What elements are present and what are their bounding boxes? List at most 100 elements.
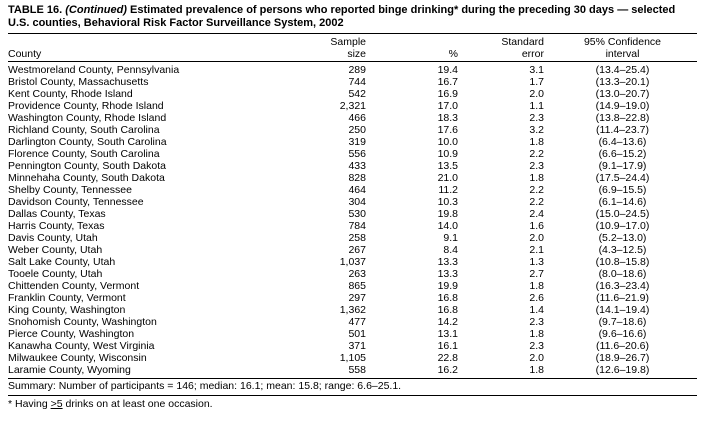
- cell-percent: 17.6: [437, 124, 458, 136]
- header-sample-line1: Sample: [330, 36, 366, 48]
- table-row: Pennington County, South Dakota 433 13.5 2.…: [8, 160, 697, 172]
- cell-se: 2.2: [529, 184, 544, 196]
- cell-percent: 16.1: [437, 340, 458, 352]
- cell-se: 2.0: [529, 232, 544, 244]
- cell-se: 2.2: [529, 148, 544, 160]
- cell-sample: 263: [348, 268, 366, 280]
- cell-sample: 1,105: [339, 352, 366, 364]
- cell-county: Franklin County, Vermont: [8, 292, 126, 304]
- cell-county: Richland County, South Carolina: [8, 124, 160, 136]
- column-header-percent: %: [370, 34, 462, 62]
- cell-county: Shelby County, Tennessee: [8, 184, 132, 196]
- cell-ci: (6.9–15.5): [598, 184, 647, 196]
- cell-county: Pierce County, Washington: [8, 328, 135, 340]
- cell-ci: (11.6–20.6): [596, 340, 649, 352]
- cell-sample: 1,362: [339, 304, 366, 316]
- cell-percent: 19.9: [437, 280, 458, 292]
- cell-percent: 18.3: [437, 112, 458, 124]
- cell-ci: (5.2–13.0): [598, 232, 647, 244]
- cell-county: Weber County, Utah: [8, 244, 103, 256]
- cell-sample: 258: [348, 232, 366, 244]
- cell-se: 1.4: [529, 304, 544, 316]
- cell-percent: 13.3: [437, 268, 458, 280]
- cell-county: Tooele County, Utah: [8, 268, 103, 280]
- cell-sample: 542: [348, 88, 366, 100]
- cell-se: 3.1: [529, 64, 544, 76]
- cell-se: 3.2: [529, 124, 544, 136]
- header-county-label: County: [8, 48, 42, 60]
- cell-se: 2.1: [529, 244, 544, 256]
- table-row: Laramie County, Wyoming 558 16.2 1.8 (12.6–1…: [8, 364, 697, 379]
- cell-percent: 10.0: [437, 136, 458, 148]
- cell-county: Laramie County, Wyoming: [8, 364, 131, 376]
- cell-se: 1.6: [529, 220, 544, 232]
- cell-sample: 464: [348, 184, 366, 196]
- cell-sample: 319: [348, 136, 366, 148]
- cell-ci: (17.5–24.4): [595, 172, 650, 184]
- table-row: Darlington County, South Carolina 319 10.0…: [8, 136, 697, 148]
- cell-percent: 19.4: [437, 64, 458, 76]
- cell-percent: 16.8: [437, 292, 458, 304]
- cell-sample: 304: [348, 196, 366, 208]
- cell-county: King County, Washington: [8, 304, 126, 316]
- cell-ci: (6.6–15.2): [598, 148, 647, 160]
- cell-sample: 466: [348, 112, 366, 124]
- cell-ci: (14.1–19.4): [595, 304, 650, 316]
- table-row: Tooele County, Utah 263 13.3 2.7 (8.0–18.6): [8, 268, 697, 280]
- binge-drinking-table: County Sample size % Standard error 95% …: [8, 33, 697, 379]
- header-sample-line2: size: [347, 48, 366, 60]
- cell-se: 2.0: [529, 88, 544, 100]
- cell-sample: 558: [348, 364, 366, 376]
- table-row: Chittenden County, Vermont 865 19.9 1.8 (16.…: [8, 280, 697, 292]
- table-title-text: Estimated prevalence of persons who repo…: [8, 4, 676, 29]
- table-row: Dallas County, Texas 530 19.8 2.4 (15.0–24.5…: [8, 208, 697, 220]
- table-row: Shelby County, Tennessee 464 11.2 2.2 (6.9–1…: [8, 184, 697, 196]
- cell-se: 2.6: [529, 292, 544, 304]
- table-row: Franklin County, Vermont 297 16.8 2.6 (11.6–…: [8, 292, 697, 304]
- cell-sample: 267: [348, 244, 366, 256]
- cell-se: 2.3: [529, 160, 544, 172]
- cell-ci: (9.7–18.6): [598, 316, 647, 328]
- cell-county: Chittenden County, Vermont: [8, 280, 140, 292]
- cell-percent: 16.2: [437, 364, 458, 376]
- cell-ci: (15.0–24.5): [595, 208, 650, 220]
- cell-sample: 501: [348, 328, 366, 340]
- cell-percent: 16.8: [437, 304, 458, 316]
- cell-sample: 865: [348, 280, 366, 292]
- cell-county: Dallas County, Texas: [8, 208, 106, 220]
- cell-sample: 433: [348, 160, 366, 172]
- cell-percent: 21.0: [437, 172, 458, 184]
- table-row: Davidson County, Tennessee 304 10.3 2.2 (6.1…: [8, 196, 697, 208]
- cell-ci: (11.6–21.9): [596, 292, 649, 304]
- cell-ci: (6.1–14.6): [598, 196, 647, 208]
- header-ci-line1: 95% Confidence: [583, 36, 662, 48]
- table-row: Pierce County, Washington 501 13.1 1.8 (9.6–…: [8, 328, 697, 340]
- cell-percent: 9.1: [443, 232, 458, 244]
- cell-sample: 744: [348, 76, 366, 88]
- cell-se: 1.3: [529, 256, 544, 268]
- cell-percent: 14.2: [437, 316, 458, 328]
- header-row: County Sample size % Standard error 95% …: [8, 33, 697, 62]
- cell-county: Milwaukee County, Wisconsin: [8, 352, 147, 364]
- cell-sample: 250: [348, 124, 366, 136]
- cell-percent: 16.7: [437, 76, 458, 88]
- cell-se: 1.8: [529, 172, 544, 184]
- table-footnote: * Having >5 drinks on at least one occas…: [8, 396, 697, 411]
- cell-county: Minnehaha County, South Dakota: [8, 172, 165, 184]
- cell-county: Providence County, Rhode Island: [8, 100, 164, 112]
- table-row: Kanawha County, West Virginia 371 16.1 2.3 (…: [8, 340, 697, 352]
- table-row: Florence County, South Carolina 556 10.9 2.…: [8, 148, 697, 160]
- cell-percent: 17.0: [437, 100, 458, 112]
- table-row: Davis County, Utah 258 9.1 2.0 (5.2–13.0): [8, 232, 697, 244]
- cell-se: 2.7: [529, 268, 544, 280]
- cell-percent: 8.4: [443, 244, 458, 256]
- cell-county: Bristol County, Massachusetts: [8, 76, 149, 88]
- footnote-gte-symbol: >5: [50, 398, 63, 410]
- cell-ci: (13.3–20.1): [595, 76, 650, 88]
- cell-sample: 530: [348, 208, 366, 220]
- cell-percent: 19.8: [437, 208, 458, 220]
- cell-ci: (14.9–19.0): [595, 100, 650, 112]
- cell-se: 2.3: [529, 112, 544, 124]
- cell-sample: 556: [348, 148, 366, 160]
- table-title: TABLE 16. (Continued) Estimated prevalen…: [8, 4, 697, 30]
